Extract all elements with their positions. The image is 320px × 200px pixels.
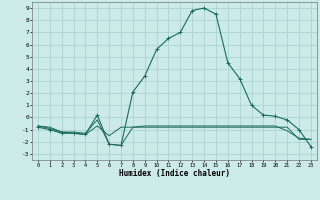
X-axis label: Humidex (Indice chaleur): Humidex (Indice chaleur) [119, 169, 230, 178]
